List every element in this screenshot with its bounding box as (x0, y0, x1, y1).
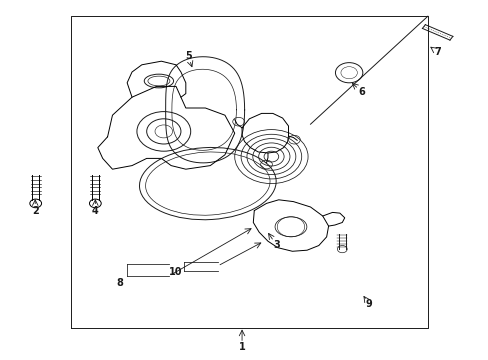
Text: 10: 10 (169, 267, 183, 277)
Text: 4: 4 (92, 206, 99, 216)
Text: 9: 9 (365, 299, 372, 309)
Text: 7: 7 (433, 47, 440, 57)
Text: 3: 3 (272, 240, 279, 250)
Text: 6: 6 (358, 87, 365, 97)
Text: 2: 2 (32, 206, 39, 216)
Text: 8: 8 (116, 278, 123, 288)
Text: 1: 1 (238, 342, 245, 352)
Text: 5: 5 (184, 51, 191, 61)
